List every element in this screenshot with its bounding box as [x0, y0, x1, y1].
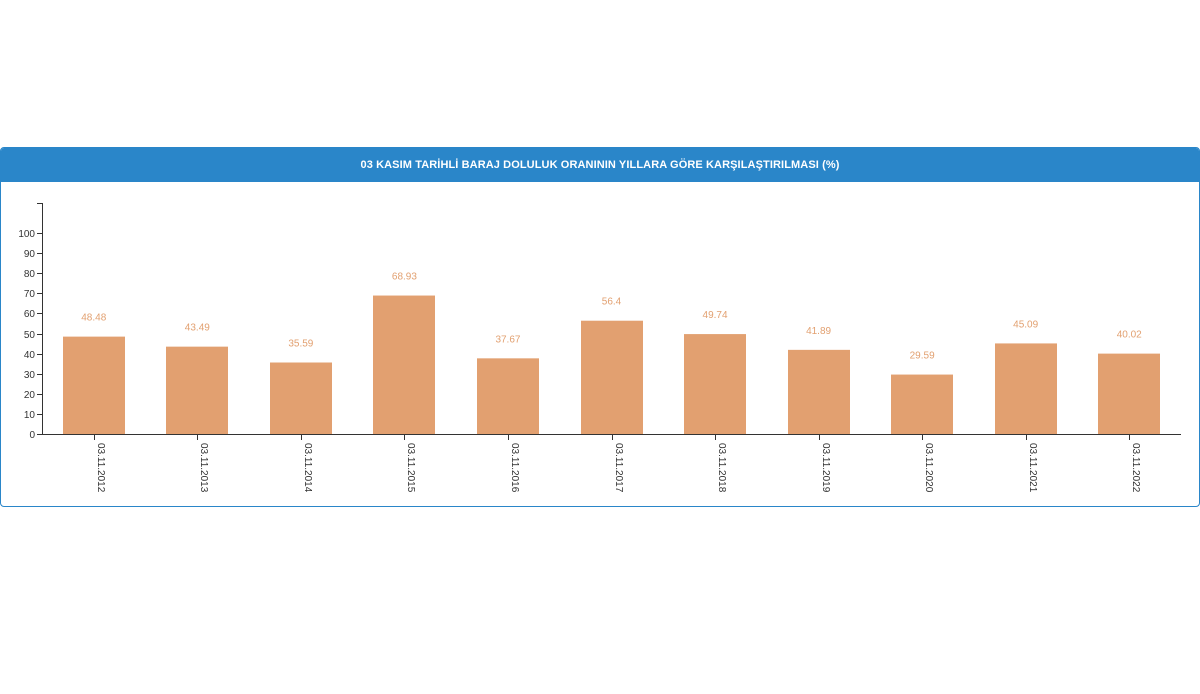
bar: [684, 334, 746, 434]
bar-value-label: 45.09: [1013, 319, 1038, 330]
chart-panel: 03 KASIM TARİHLİ BARAJ DOLULUK ORANININ …: [0, 147, 1200, 507]
x-tick-label: 03.11.2021: [1027, 443, 1038, 493]
y-tick-label: 20: [24, 390, 36, 401]
bar-value-label: 35.59: [288, 339, 313, 350]
bar-value-label: 41.89: [806, 326, 831, 337]
x-tick-label: 03.11.2017: [613, 443, 624, 493]
bar: [1098, 353, 1160, 434]
x-tick-label: 03.11.2022: [1130, 443, 1141, 493]
y-tick-label: 100: [18, 229, 35, 240]
x-tick-label: 03.11.2018: [716, 443, 727, 493]
y-tick-label: 40: [24, 350, 36, 361]
x-tick-label: 03.11.2013: [198, 443, 209, 493]
bar-value-label: 68.93: [392, 272, 417, 283]
bar-value-label: 37.67: [495, 334, 520, 345]
bar-value-label: 48.48: [81, 313, 106, 324]
bar: [788, 349, 850, 434]
bar: [63, 336, 125, 434]
y-tick-label: 70: [24, 289, 36, 300]
y-tick-label: 90: [24, 249, 36, 260]
x-tick-label: 03.11.2012: [95, 443, 106, 493]
bar-value-label: 40.02: [1117, 330, 1142, 341]
y-tick-label: 50: [24, 330, 36, 341]
bar: [995, 343, 1057, 434]
bar-value-label: 29.59: [910, 351, 935, 362]
bar: [166, 346, 228, 434]
bar-value-label: 49.74: [703, 310, 728, 321]
y-tick-label: 10: [24, 410, 36, 421]
x-tick-label: 03.11.2016: [509, 443, 520, 493]
x-tick-label: 03.11.2019: [820, 443, 831, 493]
y-axis: 0 10 20 30 40 50 60 70 80 90 100: [18, 203, 43, 441]
y-tick-label: 30: [24, 370, 36, 381]
bars: [63, 295, 1160, 434]
bar: [477, 358, 539, 434]
x-tick-label: 03.11.2015: [405, 443, 416, 493]
x-tick-label: 03.11.2020: [923, 443, 934, 493]
chart-title: 03 KASIM TARİHLİ BARAJ DOLULUK ORANININ …: [1, 148, 1199, 182]
x-tick-label: 03.11.2014: [302, 443, 313, 493]
bar-labels: 48.48 43.49 35.59 68.93 37.67 56.4 49.74 41.89 2…: [81, 272, 1142, 362]
y-tick-label: 0: [29, 430, 35, 441]
bar: [891, 374, 953, 434]
bar: [581, 320, 643, 434]
bar-value-label: 56.4: [602, 297, 622, 308]
bar-value-label: 43.49: [185, 323, 210, 334]
y-tick-label: 80: [24, 269, 36, 280]
x-axis: 03.11.2012 03.11.2013 03.11.2014 03.11.2015…: [42, 434, 1181, 493]
bar: [270, 362, 332, 434]
bar: [373, 295, 435, 434]
y-tick-label: 60: [24, 309, 36, 320]
